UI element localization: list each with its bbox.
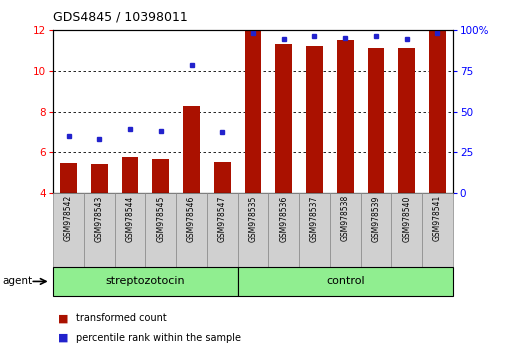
Bar xyxy=(360,193,390,267)
Bar xyxy=(115,193,145,267)
Text: control: control xyxy=(325,276,364,286)
Text: percentile rank within the sample: percentile rank within the sample xyxy=(76,333,240,343)
Text: GSM978546: GSM978546 xyxy=(187,195,195,241)
Text: GSM978544: GSM978544 xyxy=(125,195,134,241)
Bar xyxy=(421,193,452,267)
Text: GSM978539: GSM978539 xyxy=(371,195,380,241)
Bar xyxy=(397,48,415,193)
Bar xyxy=(390,193,421,267)
Text: agent: agent xyxy=(3,276,33,286)
Bar xyxy=(237,193,268,267)
Bar xyxy=(121,157,138,193)
Bar xyxy=(336,40,353,193)
Text: GSM978543: GSM978543 xyxy=(94,195,104,241)
Text: ■: ■ xyxy=(58,333,69,343)
Bar xyxy=(367,48,384,193)
Bar xyxy=(53,267,237,296)
Text: ■: ■ xyxy=(58,313,69,323)
Bar xyxy=(306,46,322,193)
Text: GSM978541: GSM978541 xyxy=(432,195,441,241)
Text: GSM978540: GSM978540 xyxy=(401,195,411,241)
Bar xyxy=(268,193,298,267)
Text: GSM978545: GSM978545 xyxy=(156,195,165,241)
Bar xyxy=(183,107,199,193)
Bar xyxy=(84,193,115,267)
Text: GDS4845 / 10398011: GDS4845 / 10398011 xyxy=(53,11,187,24)
Bar xyxy=(275,44,291,193)
Text: GSM978536: GSM978536 xyxy=(279,195,288,241)
Text: streptozotocin: streptozotocin xyxy=(106,276,185,286)
Text: GSM978538: GSM978538 xyxy=(340,195,349,241)
Bar xyxy=(145,193,176,267)
Bar xyxy=(53,193,84,267)
Bar xyxy=(152,159,169,193)
Bar xyxy=(176,193,207,267)
Text: GSM978542: GSM978542 xyxy=(64,195,73,241)
Text: GSM978547: GSM978547 xyxy=(217,195,226,241)
Bar xyxy=(214,162,230,193)
Bar xyxy=(90,164,108,193)
Text: transformed count: transformed count xyxy=(76,313,166,323)
Bar xyxy=(298,193,329,267)
Bar xyxy=(207,193,237,267)
Bar xyxy=(428,31,445,193)
Text: GSM978537: GSM978537 xyxy=(310,195,318,241)
Bar xyxy=(329,193,360,267)
Text: GSM978535: GSM978535 xyxy=(248,195,257,241)
Bar xyxy=(244,31,261,193)
Bar xyxy=(237,267,452,296)
Bar xyxy=(60,164,77,193)
